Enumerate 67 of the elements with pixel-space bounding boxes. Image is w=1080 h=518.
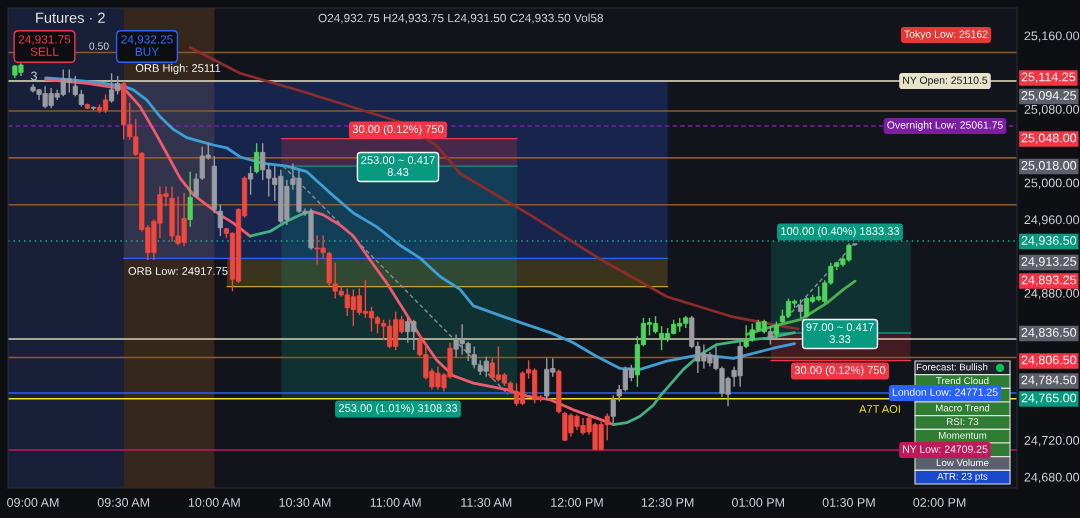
- annotation: 0.50: [89, 42, 109, 50]
- annotation: Tokyo Low: 25162: [904, 30, 988, 40]
- line-series: [612, 331, 796, 426]
- x-tick-label: 10:30 AM: [279, 498, 331, 507]
- annotation: 30.00 (0.12%) 750: [352, 124, 444, 136]
- text: 25,048.00: [1021, 133, 1077, 144]
- candlestick: [767, 325, 773, 346]
- annotation: Low Volume: [936, 458, 989, 467]
- x-tick-label: 11:00 AM: [370, 498, 421, 507]
- candlestick: [187, 170, 193, 228]
- ref-line-label: NY Open: 25110.5: [903, 76, 988, 86]
- annotation: 253.00 ~ 0.417 8.43: [361, 156, 435, 176]
- x-tick-label: 12:30 PM: [641, 498, 694, 507]
- text: 24,936.50: [1021, 236, 1077, 247]
- annotation: 30.00 (0.12%) 750: [794, 365, 886, 377]
- annotation: Forecast: Bullish: [916, 363, 988, 371]
- annotation: ORB Low: 24917.75: [128, 267, 228, 275]
- x-tick-label: 09:00 AM: [7, 498, 59, 507]
- annotation: 100.00 (0.40%) 1833.33: [781, 226, 900, 238]
- x-tick-label: 01:30 PM: [822, 498, 875, 507]
- text: 25,094.25: [1021, 91, 1077, 102]
- text: 24,893.25: [1021, 275, 1077, 286]
- annotation: ATR: 23 pts: [937, 472, 988, 482]
- ref-line-label: Overnight Low: 25061.75: [887, 121, 1003, 131]
- line-series: [44, 78, 252, 238]
- text: 25,114.25: [1021, 72, 1076, 83]
- annotation: 97.00 ~ 0.417 3.33: [806, 323, 874, 343]
- candlestick: [248, 165, 254, 196]
- candlestick: [797, 298, 804, 319]
- ref-line-label: London Low: 24771.25: [892, 388, 998, 396]
- x-tick-label: 12:00 PM: [551, 498, 603, 507]
- annotation: 24,931.75 SELL: [18, 35, 71, 56]
- candlestick: [254, 142, 260, 175]
- y-tick-label: 24,680.00: [1024, 472, 1080, 484]
- y-tick-label: 24,720.00: [1024, 435, 1080, 447]
- text: 24,784.50: [1021, 375, 1077, 386]
- x-tick-label: 10:00 AM: [188, 498, 240, 507]
- text: 24,836.50: [1021, 328, 1077, 339]
- annotation: 3: [31, 71, 37, 81]
- ref-line-label: NY Low: 24709.25: [903, 445, 988, 453]
- annotation: A7T AOI: [859, 405, 900, 413]
- candlestick: [471, 345, 477, 370]
- text: 24,913.25: [1021, 257, 1077, 268]
- annotation: Macro Trend: [936, 404, 990, 412]
- line-series: [310, 209, 615, 426]
- annotation: Trend Cloud: [936, 376, 989, 385]
- y-tick-label: 25,160.00: [1024, 31, 1080, 42]
- annotation: 24,932.25 BUY: [121, 35, 173, 56]
- candlestick: [217, 204, 223, 237]
- text: 24,765.00: [1021, 393, 1077, 404]
- y-tick-label: 24,960.00: [1024, 215, 1080, 226]
- annotation: O24,932.75 H24,933.75 L24,931.50 C24,933.50 Vol58: [318, 13, 604, 24]
- x-tick-label: 02:00 PM: [913, 498, 966, 507]
- annotation: ORB High: 25111: [135, 63, 221, 75]
- annotation: RSI: 73: [947, 418, 979, 426]
- chart-title: Futures · 2: [36, 12, 105, 23]
- text: 24,806.50: [1021, 355, 1077, 366]
- annotation: 253.00 (1.01%) 3108.33: [338, 403, 458, 415]
- candlestick: [610, 394, 616, 424]
- y-tick-label: 24,880.00: [1024, 288, 1080, 300]
- x-tick-label: 01:00 PM: [732, 498, 784, 507]
- text: 25,018.00: [1021, 161, 1077, 172]
- y-tick-label: 25,080.00: [1024, 104, 1080, 116]
- annotation: Momentum: [938, 431, 987, 439]
- y-tick-label: 25,000.00: [1024, 178, 1080, 189]
- x-tick-label: 09:30 AM: [97, 498, 150, 507]
- x-tick-label: 11:30 AM: [461, 498, 512, 507]
